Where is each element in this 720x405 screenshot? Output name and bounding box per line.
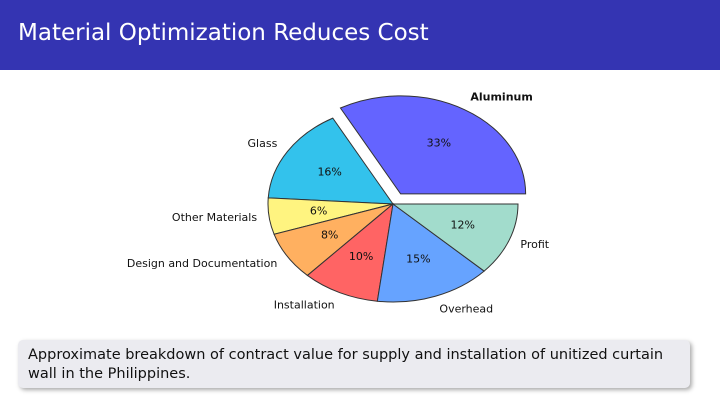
category-label: Profit	[520, 238, 549, 251]
category-label: Other Materials	[172, 211, 257, 224]
value-label: 8%	[321, 229, 338, 242]
value-label: 16%	[317, 165, 341, 178]
category-label: Glass	[248, 137, 278, 150]
pie-slice	[306, 202, 394, 302]
caption: Approximate breakdown of contract value …	[18, 340, 690, 388]
value-label: 33%	[427, 136, 451, 149]
value-label: 15%	[406, 252, 430, 265]
value-label: 10%	[349, 250, 373, 263]
category-label: Overhead	[439, 302, 493, 315]
category-label: Installation	[274, 298, 335, 311]
pie-slice	[267, 117, 394, 205]
chart: 33% Aluminum 16% Glass 6% Other Materials 8% De…	[127, 90, 550, 315]
category-label: Design and Documentation	[127, 257, 277, 270]
pie-slice	[339, 95, 527, 195]
value-label: 12%	[451, 219, 475, 232]
slide-title: Material Optimization Reduces Cost	[18, 20, 429, 46]
category-label: Aluminum	[470, 90, 532, 103]
pie-slice	[391, 203, 519, 272]
value-label: 6%	[310, 204, 327, 217]
pie-slice	[376, 203, 485, 303]
header-bar: Material Optimization Reduces Cost	[0, 0, 720, 70]
